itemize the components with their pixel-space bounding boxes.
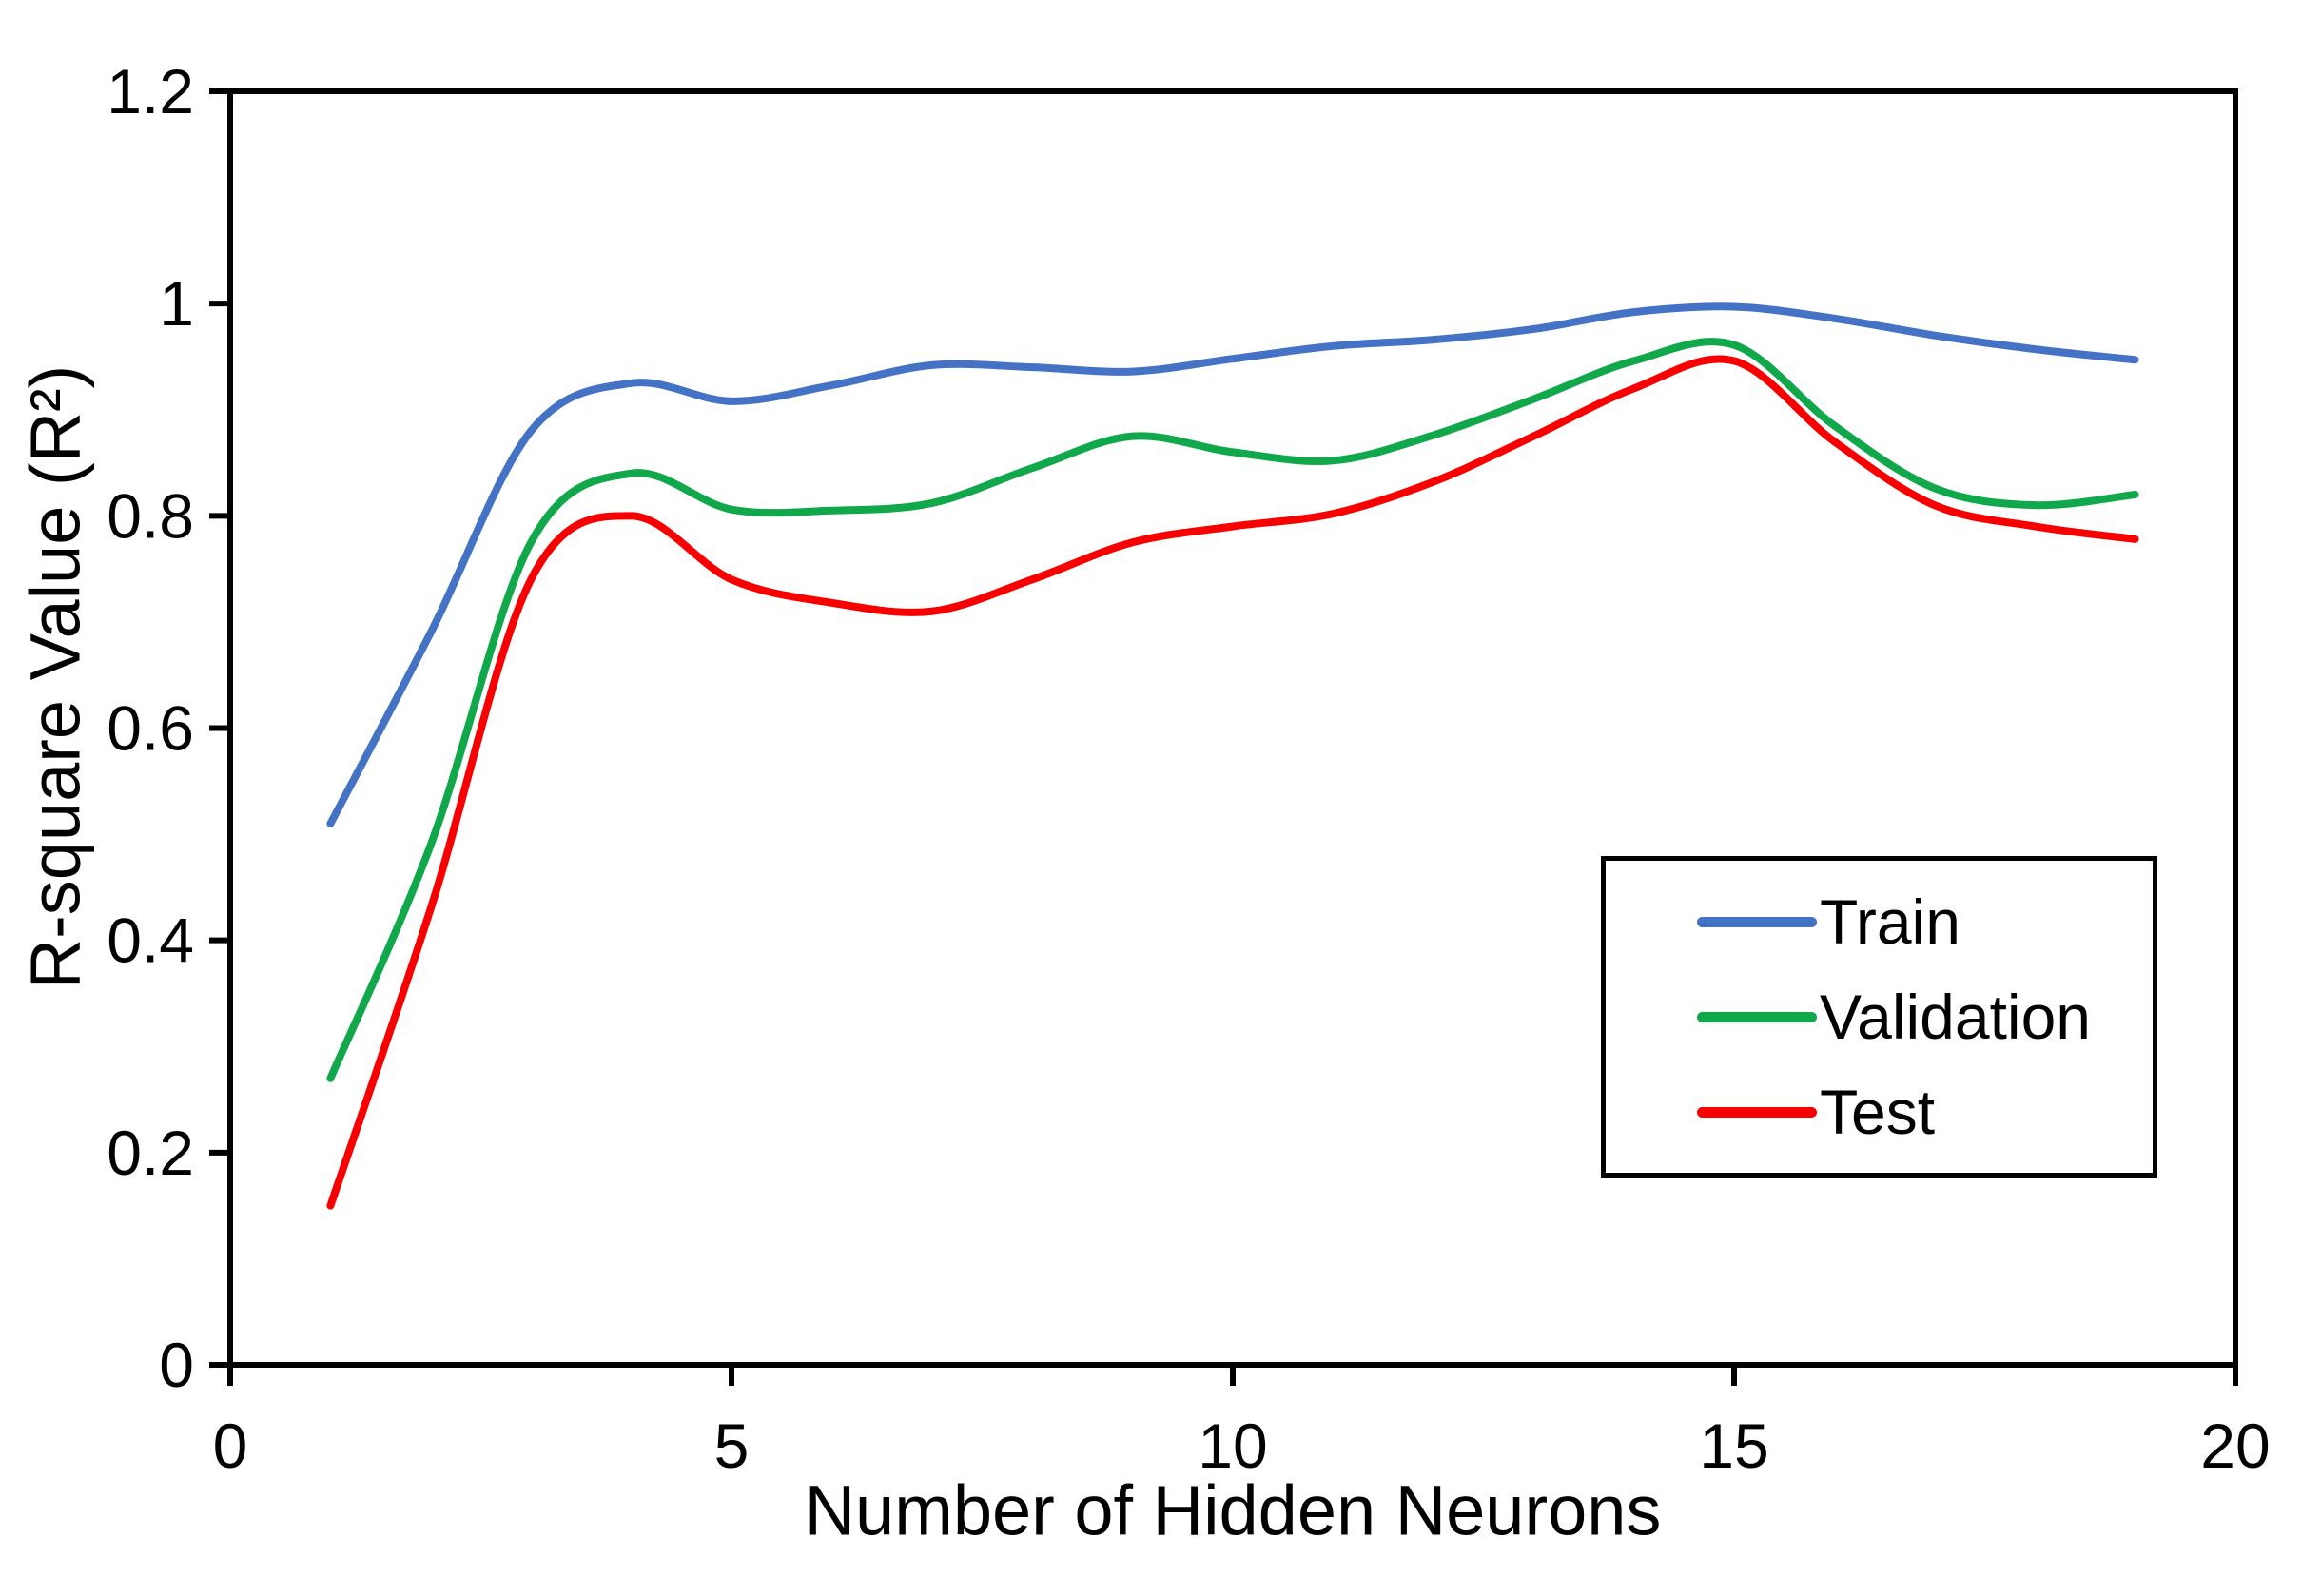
y-tick-label: 1.2 [107, 56, 194, 127]
validation-line [326, 338, 2139, 1082]
x-tick-label: 10 [1198, 1411, 1267, 1481]
legend: Train Validation Test [1601, 856, 2157, 1178]
y-tick-label: 0.4 [107, 905, 194, 976]
y-tick-label: 0.6 [107, 693, 194, 764]
legend-item-train: Train [1697, 890, 2143, 953]
x-tick-label: 20 [2200, 1411, 2270, 1481]
x-tick-label: 15 [1699, 1411, 1768, 1481]
test-line-swatch [1697, 1106, 1817, 1118]
legend-item-validation: Validation [1697, 985, 2143, 1048]
legend-label-train: Train [1820, 886, 1960, 957]
train-line-swatch [1697, 916, 1817, 927]
legend-item-test: Test [1697, 1080, 2143, 1143]
x-tick-label: 0 [213, 1411, 248, 1481]
y-axis-title: R-square Value (R²) [15, 364, 95, 990]
test-line [326, 355, 2139, 1210]
legend-label-validation: Validation [1820, 982, 2091, 1052]
y-tick-label: 1 [159, 268, 194, 339]
x-axis-title: Number of Hidden Neurons [804, 1470, 1662, 1550]
y-tick-label: 0.8 [107, 480, 194, 551]
validation-line-swatch [1697, 1011, 1817, 1022]
y-tick-label: 0 [159, 1330, 194, 1400]
legend-label-test: Test [1820, 1077, 1936, 1147]
train-line [326, 302, 2139, 827]
x-tick-label: 5 [714, 1411, 750, 1481]
y-tick-label: 0.2 [107, 1118, 194, 1188]
